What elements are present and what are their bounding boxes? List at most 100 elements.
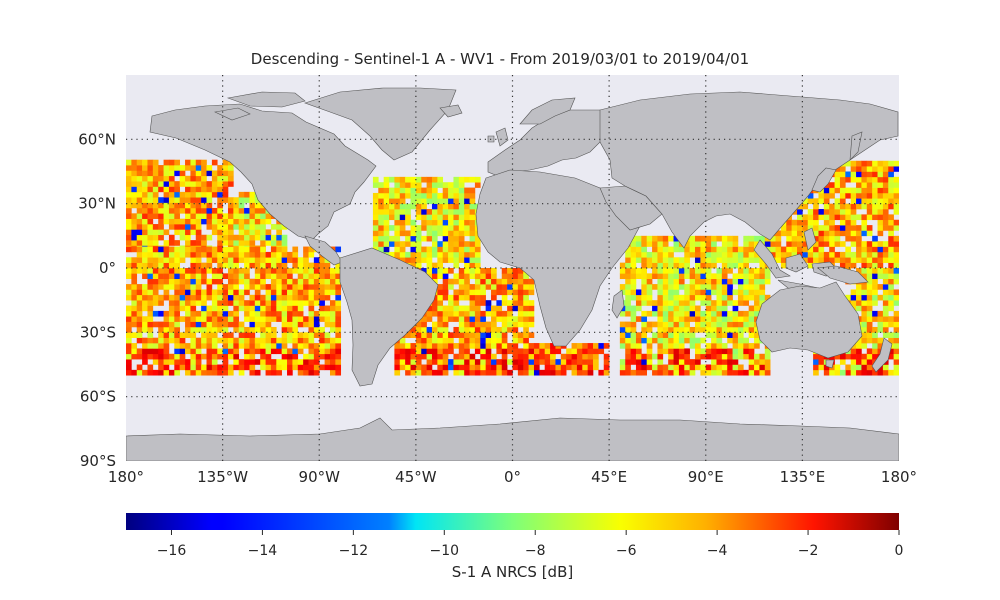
nrcs-cell [652, 369, 658, 376]
nrcs-cell [635, 235, 642, 242]
nrcs-cell [254, 234, 261, 241]
nrcs-cell [190, 175, 197, 182]
nrcs-cell [142, 337, 148, 344]
nrcs-cell [689, 235, 696, 242]
nrcs-cell [550, 343, 556, 349]
nrcs-cell [866, 364, 873, 371]
nrcs-cell [152, 300, 159, 306]
nrcs-cell [469, 251, 476, 258]
nrcs-cell [244, 337, 250, 344]
nrcs-cell [759, 364, 766, 371]
nrcs-cell [453, 176, 460, 183]
nrcs-cell [872, 203, 878, 210]
nrcs-cell [152, 159, 159, 166]
nrcs-cell [126, 332, 132, 338]
nrcs-cell [625, 305, 631, 312]
nrcs-cell [281, 321, 288, 328]
nrcs-cell [716, 251, 723, 258]
nrcs-cell [501, 273, 508, 280]
nrcs-cell [372, 203, 379, 210]
nrcs-cell [270, 364, 277, 371]
nrcs-cell [131, 332, 138, 338]
nrcs-cell [190, 170, 197, 177]
nrcs-cell [517, 337, 524, 344]
nrcs-cell [630, 294, 637, 301]
nrcs-cell [791, 219, 798, 226]
nrcs-cell [882, 268, 889, 274]
nrcs-cell [190, 284, 197, 290]
nrcs-cell [126, 343, 132, 349]
nrcs-cell [705, 326, 712, 333]
nrcs-cell [308, 262, 315, 269]
nrcs-cell [576, 359, 583, 365]
greenland [304, 87, 457, 161]
nrcs-cell [625, 310, 631, 317]
nrcs-cell [222, 262, 229, 269]
nrcs-cell [442, 246, 449, 253]
nrcs-cell [695, 359, 701, 365]
nrcs-cell [754, 251, 760, 258]
nrcs-cell [716, 332, 723, 338]
nrcs-cell [512, 326, 519, 333]
nrcs-cell [222, 251, 229, 258]
nrcs-cell [442, 214, 449, 221]
nrcs-cell [464, 294, 470, 301]
nrcs-cell [442, 294, 449, 301]
nrcs-cell [431, 321, 438, 328]
nrcs-cell [630, 284, 637, 290]
nrcs-cell [136, 229, 143, 236]
nrcs-cell [646, 273, 653, 280]
nrcs-cell [211, 305, 218, 312]
nrcs-cell [888, 166, 894, 172]
nrcs-cell [716, 364, 723, 371]
nrcs-cell [469, 316, 476, 322]
nrcs-cell [711, 364, 717, 371]
nrcs-cell [754, 289, 760, 296]
nrcs-cell [829, 230, 835, 237]
nrcs-cell [813, 246, 819, 253]
nrcs-cell [389, 209, 395, 215]
nrcs-cell [281, 348, 288, 355]
nrcs-cell [329, 326, 336, 333]
nrcs-cell [888, 251, 894, 258]
nrcs-cell [861, 332, 868, 338]
nrcs-cell [839, 198, 846, 204]
nrcs-cell [270, 359, 277, 365]
nrcs-cell [303, 316, 309, 322]
nrcs-cell [469, 369, 476, 376]
nrcs-cell [163, 202, 170, 209]
nrcs-cell [641, 321, 647, 328]
nrcs-cell [329, 364, 336, 371]
nrcs-cell [131, 257, 138, 263]
nrcs-cell [872, 198, 878, 204]
nrcs-cell [276, 284, 282, 290]
nrcs-cell [179, 251, 186, 258]
nrcs-cell [635, 305, 642, 312]
nrcs-cell [265, 359, 272, 365]
nrcs-cell [431, 209, 438, 215]
nrcs-cell [421, 337, 427, 344]
nrcs-cell [780, 251, 787, 258]
nrcs-cell [458, 230, 465, 237]
nrcs-cell [453, 289, 460, 296]
nrcs-cell [544, 343, 551, 349]
nrcs-cell [185, 251, 191, 258]
nrcs-cell [249, 316, 256, 322]
nrcs-cell [319, 268, 325, 274]
nrcs-cell [227, 332, 234, 338]
nrcs-cell [893, 369, 899, 376]
nrcs-cell [748, 316, 755, 322]
nrcs-cell [179, 181, 186, 187]
nrcs-cell [737, 251, 744, 258]
nrcs-cell [721, 310, 728, 317]
nrcs-cell [512, 268, 519, 274]
nrcs-cell [136, 165, 143, 171]
nrcs-cell [662, 348, 669, 355]
nrcs-cell [700, 262, 707, 269]
nrcs-cell [147, 337, 154, 344]
nrcs-cell [512, 353, 519, 360]
nrcs-cell [576, 343, 583, 349]
nrcs-cell [566, 353, 572, 360]
nrcs-cell [517, 359, 524, 365]
nrcs-cell [126, 326, 132, 333]
